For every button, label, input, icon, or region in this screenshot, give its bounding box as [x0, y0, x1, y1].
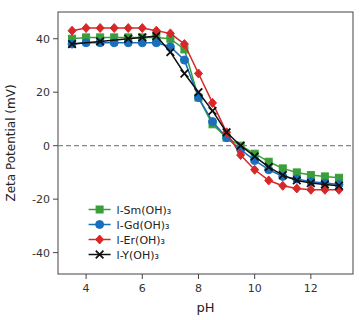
- data-point: [194, 69, 202, 78]
- data-point: [96, 38, 104, 46]
- data-point: [209, 118, 217, 126]
- data-point: [180, 56, 188, 64]
- data-point: [307, 179, 315, 187]
- data-point: [82, 24, 90, 33]
- data-point: [138, 24, 146, 33]
- data-point: [251, 153, 259, 161]
- x-axis-label: pH: [196, 300, 214, 315]
- x-tick-label: 10: [248, 282, 262, 295]
- data-point: [124, 35, 132, 43]
- series: [68, 32, 343, 189]
- data-point: [110, 24, 118, 33]
- data-point: [124, 24, 132, 33]
- data-point: [68, 40, 76, 48]
- series-line: [72, 36, 339, 186]
- data-point: [209, 107, 217, 115]
- data-point: [279, 165, 286, 172]
- legend-box: [82, 196, 179, 268]
- y-tick-label: 40: [36, 33, 50, 46]
- legend-label: l-Y(OH)₃: [117, 249, 159, 262]
- data-point: [237, 142, 245, 150]
- data-point: [96, 39, 104, 47]
- x-tick-label: 6: [139, 282, 146, 295]
- series: [68, 24, 343, 195]
- data-point: [237, 151, 245, 160]
- series-line: [72, 43, 339, 185]
- legend-marker: [96, 235, 104, 244]
- data-point: [223, 129, 231, 137]
- data-point: [181, 70, 189, 78]
- reference-line: [58, 145, 353, 146]
- series: [69, 34, 343, 181]
- legend-label: l-Gd(OH)₃: [117, 219, 170, 232]
- background: [0, 0, 363, 320]
- y-tick: [53, 199, 58, 200]
- data-point: [321, 181, 329, 189]
- x-tick: [254, 274, 255, 279]
- x-tick-label: 8: [195, 282, 202, 295]
- y-tick: [53, 92, 58, 93]
- y-tick-label: -40: [32, 247, 50, 260]
- data-point: [335, 182, 343, 190]
- legend-label: l-Sm(OH)₃: [117, 204, 172, 217]
- plot-area: [58, 24, 353, 195]
- data-point: [279, 181, 287, 190]
- series-line: [72, 28, 339, 190]
- data-point: [293, 184, 301, 193]
- data-point: [279, 171, 287, 179]
- x-tick: [310, 274, 311, 279]
- x-tick: [198, 274, 199, 279]
- data-point: [96, 24, 104, 33]
- y-tick: [53, 252, 58, 253]
- x-tick: [86, 274, 87, 279]
- y-tick-label: -20: [32, 193, 50, 206]
- data-point: [153, 32, 161, 40]
- data-point: [293, 177, 301, 185]
- series-line: [72, 37, 339, 177]
- legend-marker: [96, 221, 104, 229]
- plot-frame: [58, 12, 353, 274]
- x-tick-label: 4: [83, 282, 90, 295]
- x-tick: [142, 274, 143, 279]
- data-point: [223, 128, 231, 137]
- y-tick-label: 20: [36, 86, 50, 99]
- data-point: [265, 163, 273, 171]
- x-tick-label: 12: [304, 282, 318, 295]
- chart: 4 6 8 10 12 -40 -20 0 20 40 pH Zeta Potential (mV) l…: [0, 0, 363, 320]
- legend-label: l-Er(OH)₃: [117, 234, 165, 247]
- data-point: [138, 34, 146, 42]
- legend: l-Sm(OH)₃ l-Gd(OH)₃ l-Er(OH)₃ l-Y(OH)₃: [82, 196, 179, 268]
- legend-marker: [96, 206, 103, 213]
- series: [68, 39, 343, 189]
- y-axis-label: Zeta Potential (mV): [4, 84, 18, 201]
- data-point: [68, 26, 76, 35]
- data-point: [180, 40, 188, 49]
- legend-marker: [96, 251, 104, 259]
- data-point: [265, 176, 273, 185]
- y-tick: [53, 38, 58, 39]
- y-tick: [53, 145, 58, 146]
- y-tick-label: 0: [43, 140, 50, 153]
- data-point: [195, 88, 203, 96]
- data-point: [166, 29, 174, 38]
- data-point: [167, 48, 175, 56]
- data-point: [251, 165, 259, 174]
